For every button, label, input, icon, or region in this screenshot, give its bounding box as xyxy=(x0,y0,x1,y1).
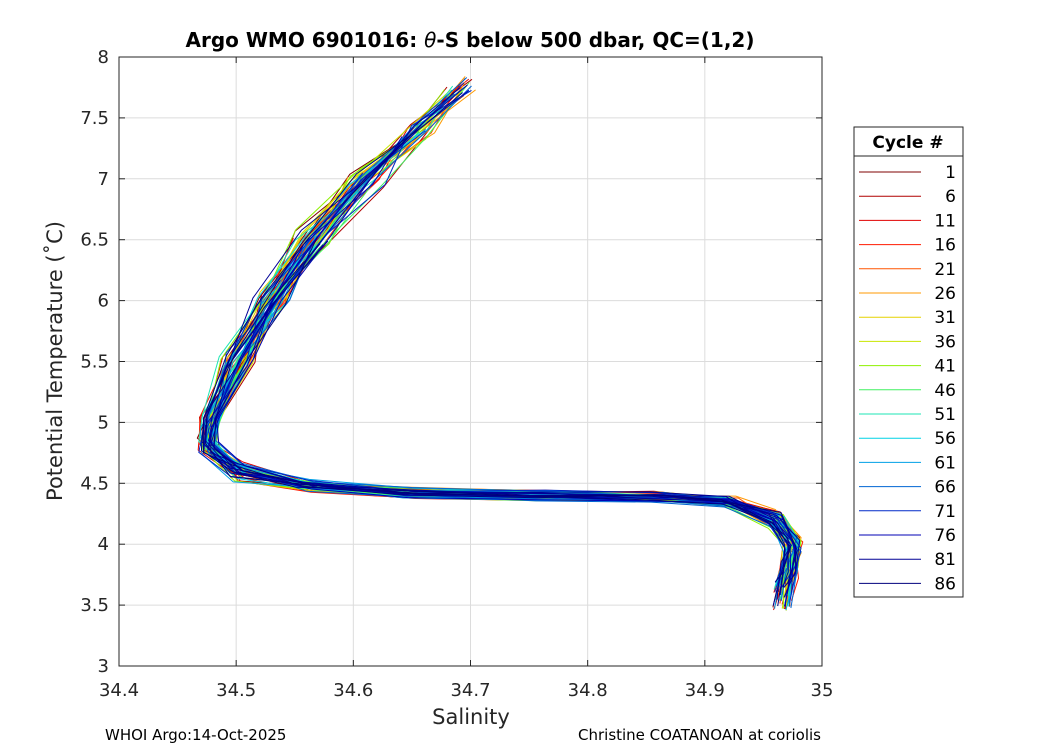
y-tick-label: 6.5 xyxy=(80,230,109,251)
y-tick-label: 4 xyxy=(98,534,109,555)
legend: Cycle # 16111621263136414651566166717681… xyxy=(853,126,964,598)
profile-line-cycle-66 xyxy=(214,85,799,609)
legend-label-51: 51 xyxy=(934,405,956,425)
y-tick-label: 7.5 xyxy=(80,108,109,129)
x-tick-label: 34.6 xyxy=(333,680,373,701)
legend-label-21: 21 xyxy=(934,260,956,280)
legend-label-36: 36 xyxy=(934,332,956,352)
y-tick-label: 4.5 xyxy=(80,473,109,494)
legend-label-71: 71 xyxy=(934,502,956,522)
legend-label-76: 76 xyxy=(934,526,956,546)
profile-line-cycle-86 xyxy=(205,92,789,588)
y-tick-label: 3 xyxy=(98,656,109,677)
y-tick-label: 3.5 xyxy=(80,595,109,616)
plot-area: 34.4 34.5 34.6 34.7 34.8 34.9 35 3 3.5 4 4.5 5 5.5 6… xyxy=(80,47,833,701)
legend-label-61: 61 xyxy=(934,453,956,473)
y-tick-label: 7 xyxy=(98,169,109,190)
x-axis-label: Salinity xyxy=(432,705,510,729)
chart-title: Argo WMO 6901016: θ-S below 500 dbar, QC… xyxy=(186,28,755,52)
profile-line-cycle-81 xyxy=(201,87,786,606)
footer-right: Christine COATANOAN at coriolis xyxy=(578,726,821,744)
y-ticks: 3 3.5 4 4.5 5 5.5 6 6.5 7 7.5 8 xyxy=(80,47,822,677)
x-tick-label: 34.5 xyxy=(216,680,256,701)
profile-line-cycle-61 xyxy=(211,237,800,584)
legend-label-86: 86 xyxy=(934,574,956,594)
legend-label-31: 31 xyxy=(934,308,956,328)
y-tick-label: 6 xyxy=(98,291,109,312)
y-tick-label: 5 xyxy=(98,412,109,433)
profile-line-cycle-81 xyxy=(208,240,797,598)
grid-lines xyxy=(119,57,822,666)
profile-group xyxy=(196,76,804,611)
y-tick-label: 5.5 xyxy=(80,352,109,373)
legend-box xyxy=(853,126,964,598)
x-tick-label: 34.9 xyxy=(685,680,725,701)
legend-label-56: 56 xyxy=(934,429,956,449)
legend-label-81: 81 xyxy=(934,550,956,570)
profile-line-cycle-86 xyxy=(203,243,791,583)
profile-line-cycle-71 xyxy=(207,177,797,589)
legend-label-41: 41 xyxy=(934,357,956,377)
legend-title: Cycle # xyxy=(872,133,943,153)
legend-label-46: 46 xyxy=(934,381,956,401)
y-axis-label: Potential Temperature (˚C) xyxy=(43,221,67,501)
x-ticks: 34.4 34.5 34.6 34.7 34.8 34.9 35 xyxy=(99,57,833,701)
legend-label-26: 26 xyxy=(934,284,956,304)
footer-left: WHOI Argo:14-Oct-2025 xyxy=(105,726,286,744)
y-tick-label: 8 xyxy=(98,47,109,68)
legend-label-1: 1 xyxy=(945,163,956,183)
legend-label-11: 11 xyxy=(934,211,956,231)
profile-line-cycle-61 xyxy=(205,84,790,609)
legend-label-6: 6 xyxy=(945,187,956,207)
x-tick-label: 34.7 xyxy=(450,680,490,701)
x-tick-label: 35 xyxy=(811,680,834,701)
profile-line-cycle-76 xyxy=(203,136,790,596)
legend-label-16: 16 xyxy=(934,236,956,256)
legend-label-66: 66 xyxy=(934,478,956,498)
profiles xyxy=(196,76,804,611)
profile-line-cycle-86 xyxy=(200,124,786,607)
x-tick-label: 34.4 xyxy=(99,680,139,701)
x-tick-label: 34.8 xyxy=(568,680,608,701)
